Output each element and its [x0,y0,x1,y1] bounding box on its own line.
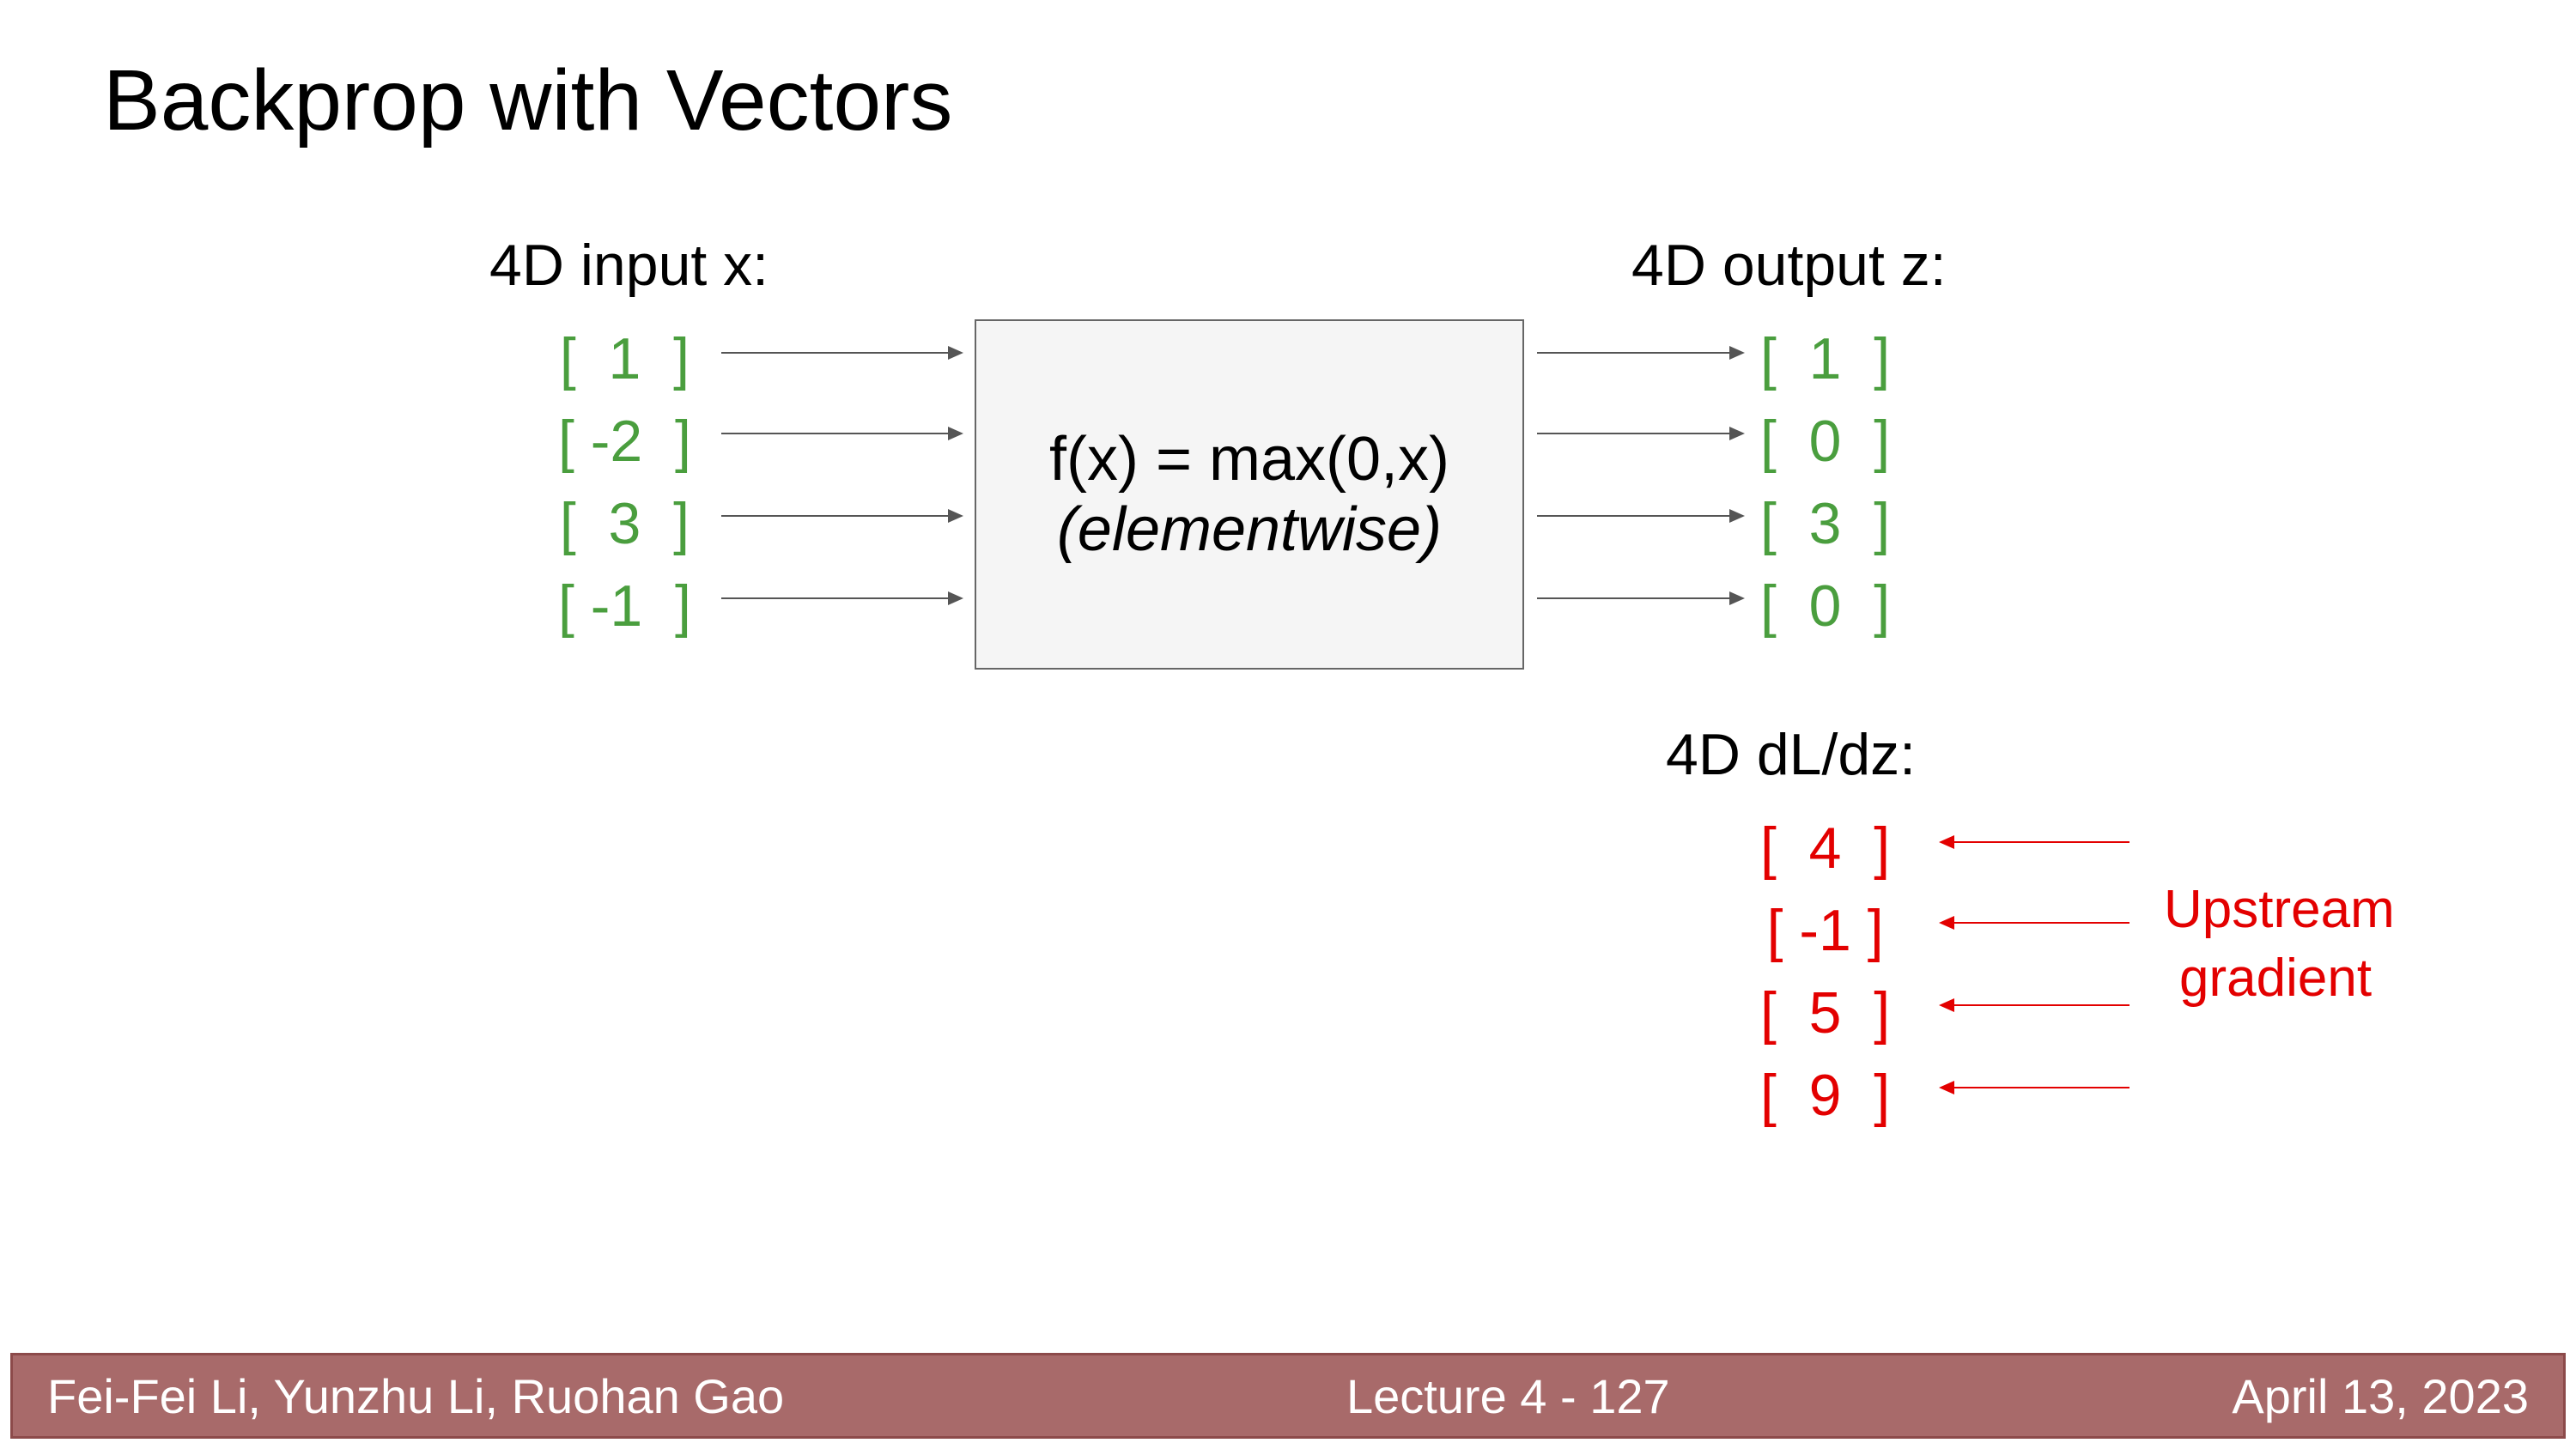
input-vector-row: [ -2 ] [558,400,691,482]
arrow-in [721,597,962,599]
grad-vector-row: [ -1 ] [1760,889,1890,972]
arrow-in [721,433,962,434]
output-vector: [ 1 ] [ 0 ] [ 3 ] [ 0 ] [1760,318,1890,647]
slide-footer: Fei-Fei Li, Yunzhu Li, Ruohan Gao Lectur… [10,1353,2566,1439]
grad-label: 4D dL/dz: [1666,721,1916,788]
grad-vector: [ 4 ] [ -1 ] [ 5 ] [ 9 ] [1760,807,1890,1137]
grad-vector-row: [ 9 ] [1760,1054,1890,1137]
input-vector-row: [ 1 ] [558,318,691,400]
arrow-in [721,352,962,354]
function-line1: f(x) = max(0,x) [976,424,1522,494]
footer-lecture: Lecture 4 - 127 [1346,1368,1670,1424]
input-vector-row: [ 3 ] [558,482,691,565]
arrow-grad [1941,922,2129,924]
arrow-out [1537,515,1743,517]
output-label: 4D output z: [1631,232,1947,299]
footer-date: April 13, 2023 [2232,1368,2529,1424]
arrow-out [1537,597,1743,599]
function-line2: (elementwise) [976,494,1522,565]
arrow-grad [1941,1004,2129,1006]
upstream-line2: gradient [2164,944,2395,1013]
input-vector: [ 1 ] [ -2 ] [ 3 ] [ -1 ] [558,318,691,647]
arrow-out [1537,352,1743,354]
arrow-grad [1941,1087,2129,1088]
upstream-gradient-label: Upstream gradient [2164,876,2395,1013]
upstream-line1: Upstream [2164,876,2395,944]
arrow-grad [1941,841,2129,843]
function-box: f(x) = max(0,x) (elementwise) [975,319,1524,670]
output-vector-row: [ 0 ] [1760,400,1890,482]
output-vector-row: [ 0 ] [1760,565,1890,647]
input-vector-row: [ -1 ] [558,565,691,647]
footer-authors: Fei-Fei Li, Yunzhu Li, Ruohan Gao [47,1368,784,1424]
arrow-out [1537,433,1743,434]
input-label: 4D input x: [489,232,769,299]
arrow-in [721,515,962,517]
grad-vector-row: [ 4 ] [1760,807,1890,889]
grad-vector-row: [ 5 ] [1760,972,1890,1054]
output-vector-row: [ 3 ] [1760,482,1890,565]
slide-title: Backprop with Vectors [103,52,952,150]
output-vector-row: [ 1 ] [1760,318,1890,400]
